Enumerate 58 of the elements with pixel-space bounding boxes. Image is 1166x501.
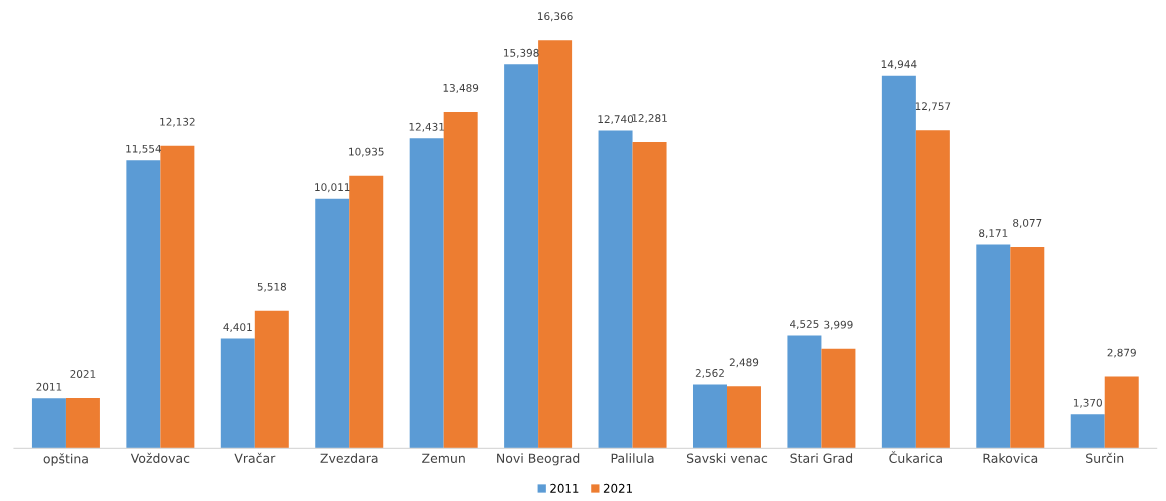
bar [220,338,255,449]
data-label: 4,401 [223,323,252,333]
bar [31,398,66,449]
data-label: 8,171 [979,229,1008,239]
data-label: 10,935 [349,147,384,157]
bar [504,64,539,449]
x-tick-label: Vračar [234,452,276,463]
bar [538,40,573,449]
bar [726,386,761,449]
bar [315,198,350,449]
x-tick-label: Rakovica [983,453,1038,463]
bar [881,75,916,449]
data-label: 12,431 [409,122,444,132]
x-tick-label: opština [43,453,88,466]
bar [349,175,384,449]
x-tick-label: Čukarica [889,451,942,463]
x-tick-label: Savski venac [686,453,768,463]
bar [409,138,444,449]
data-label: 2011 [36,382,62,391]
x-tick-label: Voždovac [130,452,190,463]
x-tick-label: Palilula [611,453,654,463]
data-label: 3,999 [824,320,853,330]
data-label: 5,518 [257,282,286,292]
bar [1070,414,1105,449]
bar [821,348,856,449]
x-tick-label: Stari Grad [790,453,853,463]
bar [65,397,100,449]
bar [692,384,727,449]
data-label: 4,525 [790,320,819,330]
data-label: 13,489 [443,83,479,93]
bar [126,160,161,449]
bar [1104,376,1139,449]
bar [254,310,289,449]
legend-label: 2011 [550,483,579,493]
bar [1010,246,1045,449]
bar [632,142,667,449]
x-tick-label: Novi Beograd [497,453,580,466]
data-label: 1,370 [1073,398,1102,408]
bar [443,111,478,449]
data-label: 12,281 [632,114,667,124]
data-label: 8,077 [1013,218,1042,228]
x-tick-label: Zvezdara [320,453,378,463]
bar [160,145,195,449]
data-label: 14,944 [881,60,917,70]
x-tick-label: Zemun [422,453,465,463]
data-label: 16,366 [538,12,573,22]
legend-label: 2021 [603,483,632,493]
bar [915,130,950,449]
bar [598,130,633,449]
data-label: 12,740 [598,115,634,125]
x-tick-label: Surčin [1086,452,1124,463]
bar [787,335,822,449]
data-label: 12,132 [160,117,195,127]
data-label: 2,879 [1107,348,1136,358]
data-label: 2,489 [729,358,759,368]
data-label: 2021 [70,370,96,378]
bar [976,244,1011,449]
data-label: 2,562 [695,369,724,378]
